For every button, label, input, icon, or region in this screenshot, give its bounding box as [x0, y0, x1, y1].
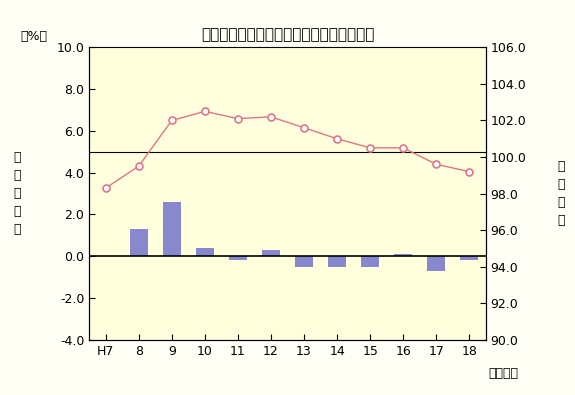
Text: （%）: （%） — [20, 30, 47, 43]
Bar — [262, 250, 280, 256]
Bar — [196, 248, 214, 256]
Bar — [129, 229, 148, 256]
Bar — [427, 256, 446, 271]
Bar — [229, 256, 247, 260]
Bar — [394, 254, 412, 256]
Bar — [361, 256, 380, 267]
Title: 鳥取市消費者物価指数（年度平均）の推移: 鳥取市消費者物価指数（年度平均）の推移 — [201, 27, 374, 42]
Bar — [328, 256, 346, 267]
Bar — [163, 202, 181, 256]
Bar — [460, 256, 478, 260]
Text: （年度）: （年度） — [489, 367, 519, 380]
Y-axis label: 総
合
指
数: 総 合 指 数 — [558, 160, 565, 227]
Y-axis label: 対
前
年
度
比: 対 前 年 度 比 — [14, 151, 21, 236]
Bar — [295, 256, 313, 267]
